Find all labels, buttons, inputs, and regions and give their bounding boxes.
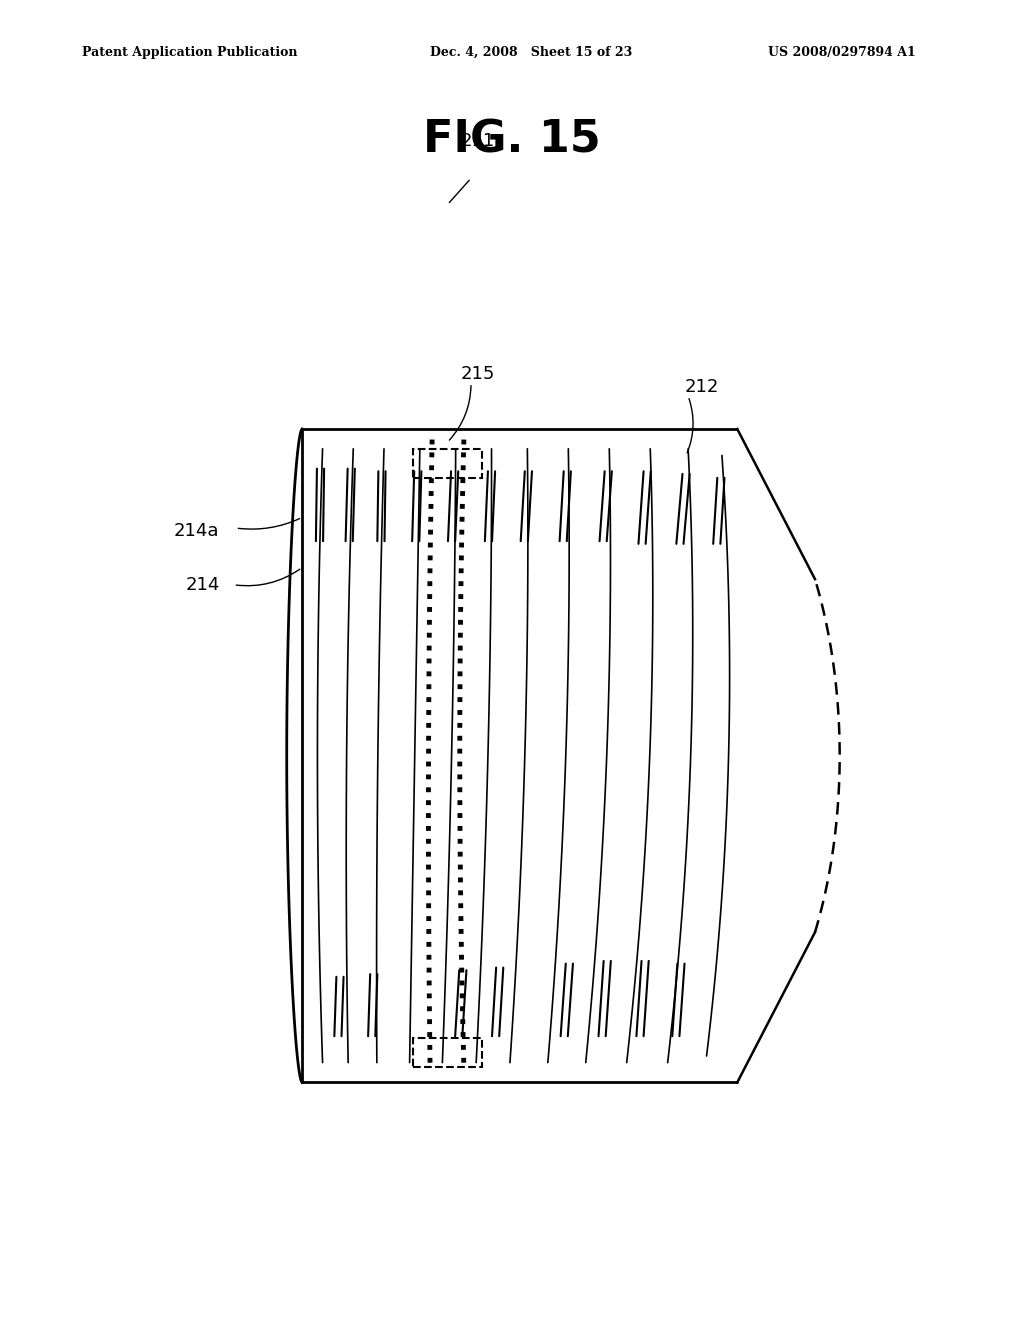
Text: 212: 212 [684,378,719,396]
Text: 211: 211 [461,132,496,150]
Text: 214a: 214a [174,521,219,540]
Text: 215: 215 [461,364,496,383]
Text: 214: 214 [185,576,220,594]
Text: Patent Application Publication: Patent Application Publication [82,46,297,59]
Text: FIG. 15: FIG. 15 [423,119,601,162]
Text: US 2008/0297894 A1: US 2008/0297894 A1 [768,46,915,59]
Bar [413,1038,482,1067]
Text: Dec. 4, 2008   Sheet 15 of 23: Dec. 4, 2008 Sheet 15 of 23 [430,46,633,59]
Bar [413,449,482,478]
